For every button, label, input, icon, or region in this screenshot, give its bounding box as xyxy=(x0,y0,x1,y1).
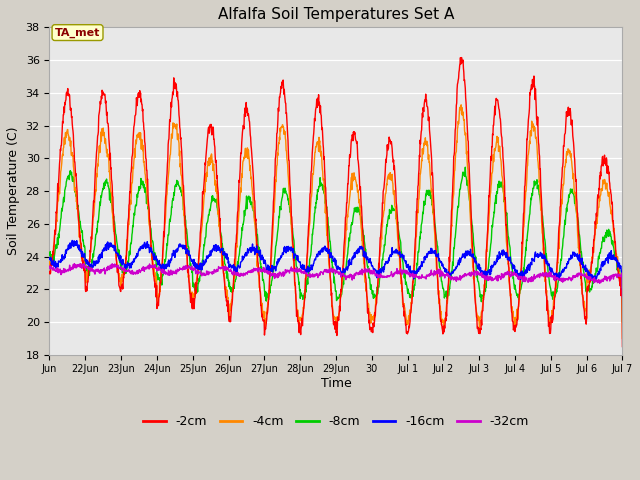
-2cm xyxy=(556,222,563,228)
-32cm xyxy=(45,264,53,269)
-4cm xyxy=(619,336,627,341)
-2cm xyxy=(611,239,619,245)
Title: Alfalfa Soil Temperatures Set A: Alfalfa Soil Temperatures Set A xyxy=(218,7,454,22)
-2cm xyxy=(310,124,318,130)
-4cm xyxy=(472,294,479,300)
-2cm xyxy=(321,173,329,179)
-16cm xyxy=(45,256,53,262)
-16cm xyxy=(556,270,563,276)
-2cm xyxy=(45,271,53,276)
Legend: -2cm, -4cm, -8cm, -16cm, -32cm: -2cm, -4cm, -8cm, -16cm, -32cm xyxy=(138,410,534,433)
-32cm xyxy=(619,295,627,300)
-2cm xyxy=(135,95,143,100)
-8cm xyxy=(45,252,53,258)
-4cm xyxy=(321,192,329,197)
-16cm xyxy=(611,257,619,263)
Line: -8cm: -8cm xyxy=(49,167,623,322)
Y-axis label: Soil Temperature (C): Soil Temperature (C) xyxy=(7,127,20,255)
-32cm xyxy=(321,267,329,273)
-16cm xyxy=(310,257,318,263)
-8cm xyxy=(472,259,479,264)
-4cm xyxy=(458,102,465,108)
-16cm xyxy=(321,248,329,253)
-4cm xyxy=(45,259,53,265)
X-axis label: Time: Time xyxy=(321,377,351,390)
-16cm xyxy=(68,238,76,243)
Line: -32cm: -32cm xyxy=(49,264,623,298)
-16cm xyxy=(619,287,627,292)
-32cm xyxy=(611,271,619,277)
Text: TA_met: TA_met xyxy=(55,27,100,38)
-2cm xyxy=(619,344,627,349)
-8cm xyxy=(619,319,627,325)
-8cm xyxy=(310,217,318,223)
-16cm xyxy=(136,246,143,252)
-32cm xyxy=(310,274,318,279)
-8cm xyxy=(611,255,619,261)
-4cm xyxy=(611,248,619,253)
-8cm xyxy=(321,194,329,200)
-2cm xyxy=(472,300,479,306)
-32cm xyxy=(472,269,479,275)
-4cm xyxy=(135,134,143,140)
-8cm xyxy=(461,164,469,170)
-4cm xyxy=(310,162,318,168)
-32cm xyxy=(136,267,143,273)
Line: -16cm: -16cm xyxy=(49,240,623,289)
Line: -4cm: -4cm xyxy=(49,105,623,338)
-4cm xyxy=(556,234,563,240)
-8cm xyxy=(135,184,143,190)
-8cm xyxy=(556,272,563,278)
-2cm xyxy=(458,55,465,60)
Line: -2cm: -2cm xyxy=(49,58,623,347)
-16cm xyxy=(472,260,479,266)
-32cm xyxy=(76,261,84,266)
-32cm xyxy=(556,277,563,283)
